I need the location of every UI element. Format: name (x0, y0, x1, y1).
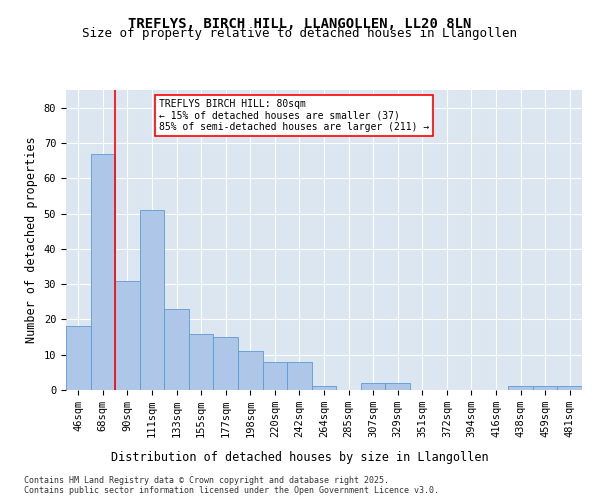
Bar (312, 386, 336, 390)
Text: Size of property relative to detached houses in Llangollen: Size of property relative to detached ho… (83, 28, 517, 40)
Text: Distribution of detached houses by size in Llangollen: Distribution of detached houses by size … (111, 451, 489, 464)
Bar (238, 351, 263, 390)
Bar (189, 334, 214, 390)
Bar (66, 326, 91, 390)
Bar (557, 386, 582, 390)
Bar (385, 383, 410, 390)
Bar (164, 309, 189, 390)
Bar (508, 386, 533, 390)
Text: TREFLYS, BIRCH HILL, LLANGOLLEN, LL20 8LN: TREFLYS, BIRCH HILL, LLANGOLLEN, LL20 8L… (128, 18, 472, 32)
Bar (533, 386, 557, 390)
Y-axis label: Number of detached properties: Number of detached properties (25, 136, 38, 344)
Bar (214, 337, 238, 390)
Bar (140, 210, 164, 390)
Bar (115, 280, 140, 390)
Text: Contains HM Land Registry data © Crown copyright and database right 2025.
Contai: Contains HM Land Registry data © Crown c… (24, 476, 439, 495)
Bar (287, 362, 312, 390)
Bar (361, 383, 385, 390)
Bar (91, 154, 115, 390)
Bar (263, 362, 287, 390)
Text: TREFLYS BIRCH HILL: 80sqm
← 15% of detached houses are smaller (37)
85% of semi-: TREFLYS BIRCH HILL: 80sqm ← 15% of detac… (159, 99, 429, 132)
